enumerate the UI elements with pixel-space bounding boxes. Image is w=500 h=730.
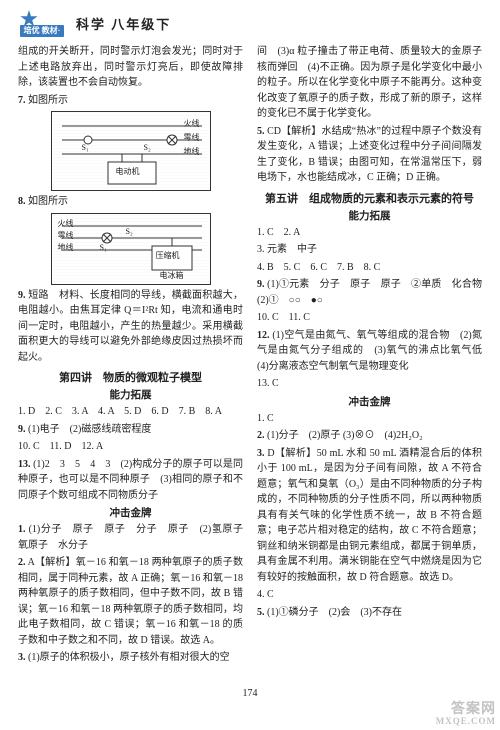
r-g3: 3. D【解析】50 mL 水和 50 mL 酒精混合后的体积小于 100 mL…: [257, 446, 482, 586]
g2-label: 2.: [18, 557, 26, 568]
label-s1: S₁: [82, 142, 89, 154]
label-ground: 地线: [184, 146, 200, 158]
page-number: 174: [18, 688, 482, 699]
q8-text: 如图所示: [28, 196, 68, 207]
r-a12: 12. (1)空气是由氮气、氧气等组成的混合物 (2)氮气是由氮气分子组成的 (…: [257, 328, 482, 375]
label-s2: S₂: [144, 142, 151, 154]
r-g4: 4. C: [257, 587, 482, 603]
a13-label: 13.: [18, 459, 31, 470]
r-g3-label: 3.: [257, 448, 265, 459]
r-a13: 13. C: [257, 376, 482, 392]
page-header: 培优 教材·精编版 科学 八年级下: [18, 8, 482, 38]
label-fire-2: 火线: [58, 218, 74, 230]
logo: 培优 教材·精编版: [18, 8, 66, 38]
page-title: 科学 八年级下: [76, 14, 171, 33]
g1-text: (1)分子 原子 原子 分子 原子 (2)氢原子 氧原子 水分子: [18, 524, 253, 551]
ability-title-right: 能力拓展: [257, 208, 482, 223]
watermark: 答案网 MXQE.COM: [436, 703, 496, 726]
label-ice: 电冰箱: [160, 270, 184, 282]
r-g5: 5. (1)①磷分子 (2)会 (3)不存在: [257, 605, 482, 621]
r-a10: 10. C 11. C: [257, 310, 482, 326]
a13-text: (1)2 3 5 4 3 (2)构成分子的原子可以是同种原子，也可以是不同种原子…: [18, 459, 243, 501]
r-g5-label: 5.: [257, 607, 265, 618]
answer-13: 13. (1)2 3 5 4 3 (2)构成分子的原子可以是同种原子，也可以是不…: [18, 457, 243, 504]
gold-2: 2. A【解析】氧－16 和氧－18 两种氧原子的质子数相同，属于同种元素，故 …: [18, 555, 243, 648]
label-ground-2: 地线: [58, 242, 74, 254]
r-a4: 4. B 5. C 6. C 7. B 8. C: [257, 260, 482, 276]
question-7: 7. 如图所示 火线 零线 地线 S₁: [18, 93, 243, 192]
ability-title-left: 能力拓展: [18, 387, 243, 402]
q7-text: 如图所示: [28, 95, 68, 106]
a9-text: (1)电子 (2)磁感线疏密程度: [28, 424, 151, 435]
answers-1-8: 1. D 2. C 3. A 4. A 5. D 6. D 7. B 8. A: [18, 404, 243, 420]
g3-label: 3.: [18, 652, 26, 663]
watermark-main: 答案网: [451, 702, 496, 717]
gold-title-left: 冲击金牌: [18, 505, 243, 520]
q9-label: 9.: [18, 290, 26, 301]
label-motor: 电动机: [116, 166, 140, 178]
question-9: 9. 短路 材料、长度相同的导线，横截面积越大，电阻越小。由焦耳定律 Q＝I²R…: [18, 288, 243, 366]
q7-label: 7.: [18, 95, 26, 106]
r-g2-label: 2.: [257, 430, 265, 441]
gold-1: 1. (1)分子 原子 原子 分子 原子 (2)氢原子 氧原子 水分子: [18, 522, 243, 553]
logo-ribbon-text: 培优 教材·精编版: [20, 25, 64, 37]
r-a12-label: 12.: [257, 330, 270, 341]
r-a12-text: (1)空气是由氮气、氧气等组成的混合物 (2)氮气是由氮气分子组成的 (3)氧气…: [257, 330, 492, 372]
section-5-title: 第五讲 组成物质的元素和表示元素的符号: [257, 190, 482, 206]
r-a9: 9. (1)①元素 分子 原子 原子 ②单质 化合物 (2)① ○○ ●○: [257, 277, 482, 308]
gold-3: 3. (1)原子的体积极小，原子核外有相对很大的空: [18, 650, 243, 666]
r-g5-text: (1)①磷分子 (2)会 (3)不存在: [267, 607, 402, 618]
right-q5: 5. CD【解析】水结成“热冰”的过程中原子个数没有发生变化，A 错误；上述变化…: [257, 124, 482, 186]
label-compressor: 压缩机: [156, 250, 180, 262]
q8-label: 8.: [18, 196, 26, 207]
r-g3-text: D【解析】50 mL 水和 50 mL 酒精混合后的体积小于 100 mL，是因…: [257, 448, 482, 583]
label-neutral-2: 零线: [58, 230, 74, 242]
g3-text: (1)原子的体积极小，原子核外有相对很大的空: [28, 652, 230, 663]
q9-text: 短路 材料、长度相同的导线，横截面积越大，电阻越小。由焦耳定律 Q＝I²Rt 知…: [18, 290, 243, 363]
content-columns: 组成的开关断开，同时警示灯泡会发光；同时对于上述电路放弃出，同时警示灯亮后，即使…: [18, 44, 482, 684]
g2-text: A【解析】氧－16 和氧－18 两种氧原子的质子数相同，属于同种元素，故 A 正…: [18, 557, 243, 646]
r-a9-text: (1)①元素 分子 原子 原子 ②单质 化合物 (2)① ○○ ●○: [257, 279, 492, 306]
right-continuation: 间 (3)α 粒子撞击了带正电荷、质量较大的金原子核而弹回 (4)不正确。因为原…: [257, 44, 482, 122]
r-q5-text: CD【解析】水结成“热冰”的过程中原子个数没有发生变化，A 错误；上述变化过程中…: [257, 126, 482, 184]
label-s2-2: S₂: [126, 226, 133, 238]
section-4-title: 第四讲 物质的微观粒子模型: [18, 369, 243, 385]
r-a9-label: 9.: [257, 279, 265, 290]
a9-label: 9.: [18, 424, 26, 435]
r-g2-formula: (3)⊗⊙ (4)2H₂O₂: [343, 430, 423, 441]
continuation-text: 组成的开关断开，同时警示灯泡会发光；同时对于上述电路放弃出，同时警示灯亮后，即使…: [18, 44, 243, 91]
question-8: 8. 如图所示 火线 零线 地线 S₁ S₂ 压缩机: [18, 194, 243, 285]
g1-label: 1.: [18, 524, 26, 535]
r-g2: 2. (1)分子 (2)原子 (3)⊗⊙ (4)2H₂O₂: [257, 428, 482, 444]
circuit-diagram-1: 火线 零线 地线 S₁ S₂ 电动机: [51, 111, 211, 191]
answers-10-12: 10. C 11. D 12. A: [18, 439, 243, 455]
label-s1-2: S₁: [100, 242, 107, 254]
circuit-diagram-2: 火线 零线 地线 S₁ S₂ 压缩机 电冰箱: [51, 213, 211, 285]
r-g2-text: (1)分子 (2)原子: [267, 430, 343, 441]
r-a1: 1. C 2. A: [257, 225, 482, 241]
gold-title-right: 冲击金牌: [257, 394, 482, 409]
label-fire: 火线: [184, 118, 200, 130]
label-neutral: 零线: [184, 132, 200, 144]
answer-9: 9. (1)电子 (2)磁感线疏密程度: [18, 422, 243, 438]
watermark-url: MXQE.COM: [436, 717, 496, 726]
r-a3: 3. 元素 中子: [257, 242, 482, 258]
r-q5-label: 5.: [257, 126, 265, 137]
r-g1: 1. C: [257, 411, 482, 427]
